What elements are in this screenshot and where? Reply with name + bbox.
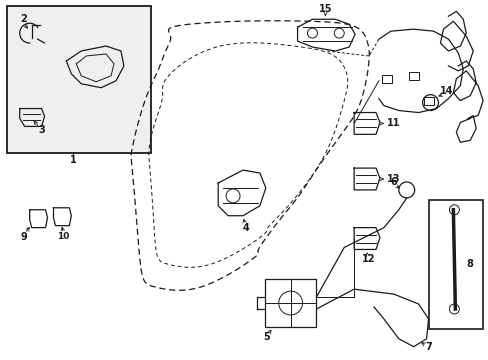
Text: 13: 13 [386,174,400,184]
Text: 15: 15 [318,4,331,14]
FancyBboxPatch shape [427,200,482,329]
FancyBboxPatch shape [381,75,391,83]
Text: 8: 8 [466,259,473,269]
Text: 10: 10 [57,232,69,241]
Text: 9: 9 [20,231,27,242]
Text: 3: 3 [38,125,45,135]
Text: 6: 6 [389,177,396,187]
Text: 7: 7 [425,342,431,352]
FancyBboxPatch shape [7,6,150,153]
Text: 11: 11 [386,118,400,129]
FancyBboxPatch shape [423,96,433,105]
FancyBboxPatch shape [264,279,316,327]
Text: 12: 12 [362,255,375,264]
Text: 1: 1 [70,155,77,165]
FancyBboxPatch shape [408,72,418,80]
Text: 5: 5 [263,332,270,342]
Text: 14: 14 [439,86,452,96]
Text: 4: 4 [242,222,249,233]
Text: 2: 2 [20,14,27,24]
